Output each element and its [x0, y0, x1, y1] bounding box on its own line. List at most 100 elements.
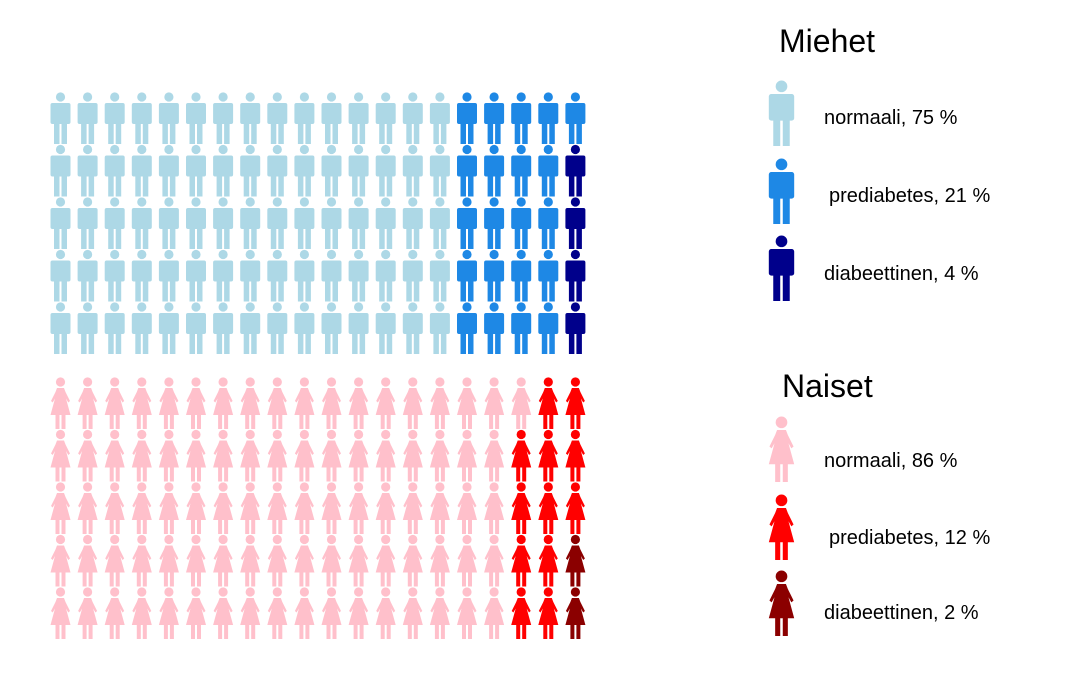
person-icon	[402, 587, 423, 639]
person-icon	[511, 302, 532, 354]
person-icon	[538, 482, 559, 534]
person-icon	[565, 534, 586, 587]
person-icon	[77, 482, 98, 534]
person-icon	[240, 302, 261, 354]
person-icon	[131, 302, 152, 354]
legend-key-icon	[768, 80, 795, 146]
person-icon	[321, 144, 342, 197]
person-icon	[294, 534, 315, 587]
person-icon	[240, 482, 261, 534]
person-icon	[402, 144, 423, 197]
person-icon	[429, 587, 450, 639]
person-icon	[511, 377, 532, 429]
person-icon	[429, 92, 450, 144]
person-icon	[484, 249, 505, 302]
person-icon	[429, 429, 450, 482]
person-icon	[213, 249, 234, 302]
person-icon	[402, 302, 423, 354]
person-icon	[375, 587, 396, 639]
person-icon	[348, 482, 369, 534]
person-icon	[565, 482, 586, 534]
legend-title-naiset: Naiset	[782, 368, 873, 404]
legend-key-icon	[768, 494, 795, 560]
person-icon	[213, 587, 234, 639]
person-icon	[457, 587, 477, 639]
person-icon	[77, 302, 98, 354]
person-icon	[213, 377, 234, 429]
person-icon	[375, 377, 396, 429]
person-icon	[429, 302, 450, 354]
person-icon	[294, 377, 315, 429]
person-icon	[77, 144, 98, 197]
person-icon	[402, 249, 423, 302]
icon-grid-0	[50, 92, 586, 354]
person-icon	[375, 144, 396, 197]
person-icon	[50, 587, 71, 639]
person-icon	[402, 92, 423, 144]
person-icon	[429, 144, 450, 197]
person-icon	[213, 534, 234, 587]
person-icon	[321, 197, 342, 249]
person-icon	[402, 429, 423, 482]
person-icon	[484, 197, 505, 249]
person-icon	[511, 249, 532, 302]
person-icon	[457, 429, 477, 482]
person-icon	[538, 302, 559, 354]
person-icon	[484, 92, 505, 144]
person-icon	[429, 249, 450, 302]
person-icon	[77, 377, 98, 429]
person-icon	[348, 534, 369, 587]
person-icon	[294, 482, 315, 534]
legend-key-icon	[768, 570, 795, 636]
person-icon	[158, 482, 179, 534]
person-icon	[457, 377, 477, 429]
person-icon	[131, 587, 152, 639]
person-icon	[565, 302, 586, 354]
person-icon	[77, 429, 98, 482]
person-icon	[77, 249, 98, 302]
person-icon	[484, 429, 505, 482]
person-icon	[348, 197, 369, 249]
person-icon	[267, 92, 288, 144]
person-icon	[104, 302, 125, 354]
person-icon	[240, 587, 261, 639]
person-icon	[538, 429, 559, 482]
person-icon	[131, 249, 152, 302]
person-icon	[348, 429, 369, 482]
legend-key-icon	[768, 158, 795, 224]
person-icon	[484, 587, 505, 639]
person-icon	[240, 377, 261, 429]
legend-label-naiset-diabeettinen: diabeettinen, 2 %	[824, 602, 979, 624]
person-icon	[131, 482, 152, 534]
person-icon	[104, 482, 125, 534]
person-icon	[186, 92, 206, 144]
person-icon	[375, 249, 396, 302]
person-icon	[158, 92, 179, 144]
person-icon	[484, 482, 505, 534]
person-icon	[294, 144, 315, 197]
person-icon	[186, 587, 206, 639]
person-icon	[511, 144, 532, 197]
person-icon	[186, 534, 206, 587]
person-icon	[429, 377, 450, 429]
person-icon	[186, 302, 206, 354]
person-icon	[348, 377, 369, 429]
person-icon	[348, 144, 369, 197]
person-icon	[186, 197, 206, 249]
person-icon	[158, 197, 179, 249]
person-icon	[321, 302, 342, 354]
person-icon	[457, 144, 477, 197]
person-icon	[511, 92, 532, 144]
person-icon	[158, 302, 179, 354]
person-icon	[104, 197, 125, 249]
person-icon	[457, 249, 477, 302]
person-icon	[267, 377, 288, 429]
person-icon	[457, 92, 477, 144]
person-icon	[294, 302, 315, 354]
person-icon	[77, 92, 98, 144]
icon-grids	[50, 92, 586, 639]
person-icon	[213, 197, 234, 249]
person-icon	[294, 92, 315, 144]
person-icon	[50, 534, 71, 587]
person-icon	[457, 482, 477, 534]
